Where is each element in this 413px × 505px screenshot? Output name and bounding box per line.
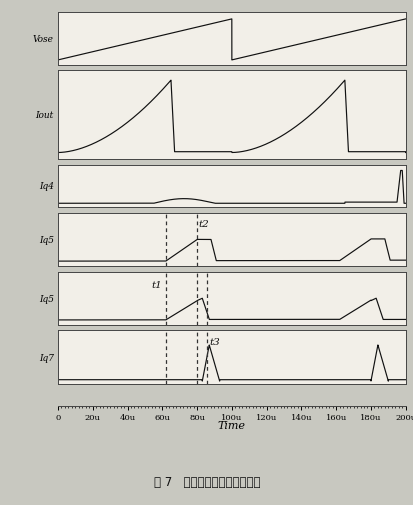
Text: Time: Time bbox=[217, 421, 245, 431]
Text: t1: t1 bbox=[151, 280, 162, 289]
Text: t3: t3 bbox=[209, 337, 219, 346]
Y-axis label: Iq7: Iq7 bbox=[39, 353, 54, 362]
Y-axis label: Iq5: Iq5 bbox=[39, 235, 54, 244]
Text: t2: t2 bbox=[198, 220, 209, 229]
Y-axis label: Iout: Iout bbox=[36, 111, 54, 120]
Y-axis label: Iq5: Iq5 bbox=[39, 294, 54, 303]
Y-axis label: Iq4: Iq4 bbox=[39, 182, 54, 191]
Y-axis label: Vose: Vose bbox=[33, 35, 54, 43]
Text: 图 7   斜坡补偿电路的仿真波形: 图 7 斜坡补偿电路的仿真波形 bbox=[153, 475, 260, 488]
